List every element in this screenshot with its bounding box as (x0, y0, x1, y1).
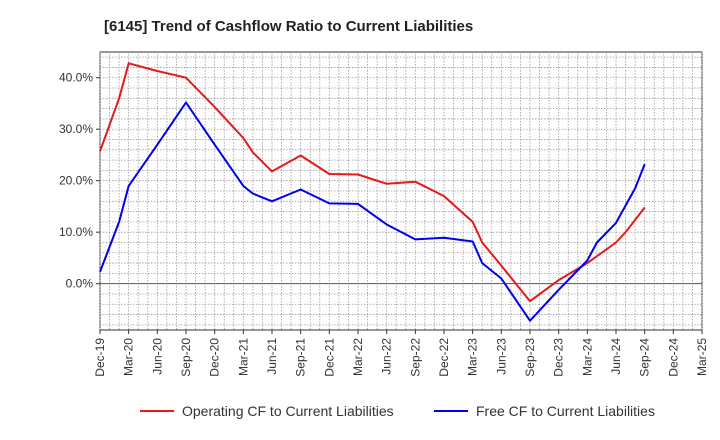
x-tick-label: Mar-21 (236, 338, 250, 376)
x-tick-label: Sep-22 (408, 338, 422, 377)
x-tick-label: Mar-22 (351, 338, 365, 376)
series-line-1 (99, 62, 646, 303)
x-tick-label: Mar-20 (122, 338, 136, 376)
y-tick-label: 30.0% (59, 122, 93, 136)
x-tick-label: Dec-23 (552, 338, 566, 377)
x-tick-label: Jun-24 (609, 338, 623, 375)
x-tick-label: Sep-20 (179, 338, 193, 377)
x-tick-label: Dec-24 (666, 338, 680, 377)
chart-title: [6145] Trend of Cashflow Ratio to Curren… (104, 18, 473, 35)
y-tick-label: 0.0% (66, 277, 94, 291)
x-tick-label: Sep-24 (638, 338, 652, 377)
grid (99, 51, 703, 331)
x-tick-label: Mar-25 (695, 338, 709, 376)
x-tick-label: Dec-19 (93, 338, 107, 377)
series-line-2 (99, 101, 646, 322)
x-tick-label: Mar-23 (466, 338, 480, 376)
x-tick-label: Jun-20 (150, 338, 164, 375)
x-tick-label: Jun-21 (265, 338, 279, 375)
axes: 0.0% 10.0% 20.0% 30.0% 40.0% Dec-19 Mar-20 Jun-… (59, 71, 709, 377)
y-tick-label: 20.0% (59, 174, 93, 188)
series-layer (99, 62, 646, 322)
legend-label: Operating CF to Current Liabilities (182, 403, 394, 419)
x-tick-label: Mar-24 (580, 338, 594, 376)
x-tick-label: Sep-23 (523, 338, 537, 377)
x-tick-label: Dec-20 (208, 338, 222, 377)
legend-label: Free CF to Current Liabilities (476, 403, 655, 419)
legend: Operating CF to Current Liabilities Free … (140, 403, 655, 419)
x-tick-label: Jun-23 (494, 338, 508, 375)
x-tick-label: Dec-22 (437, 338, 451, 377)
x-tick-label: Jun-22 (380, 338, 394, 375)
y-tick-label: 10.0% (59, 225, 93, 239)
x-tick-label: Sep-21 (294, 338, 308, 377)
y-tick-label: 40.0% (59, 71, 93, 85)
x-tick-label: Dec-21 (322, 338, 336, 377)
